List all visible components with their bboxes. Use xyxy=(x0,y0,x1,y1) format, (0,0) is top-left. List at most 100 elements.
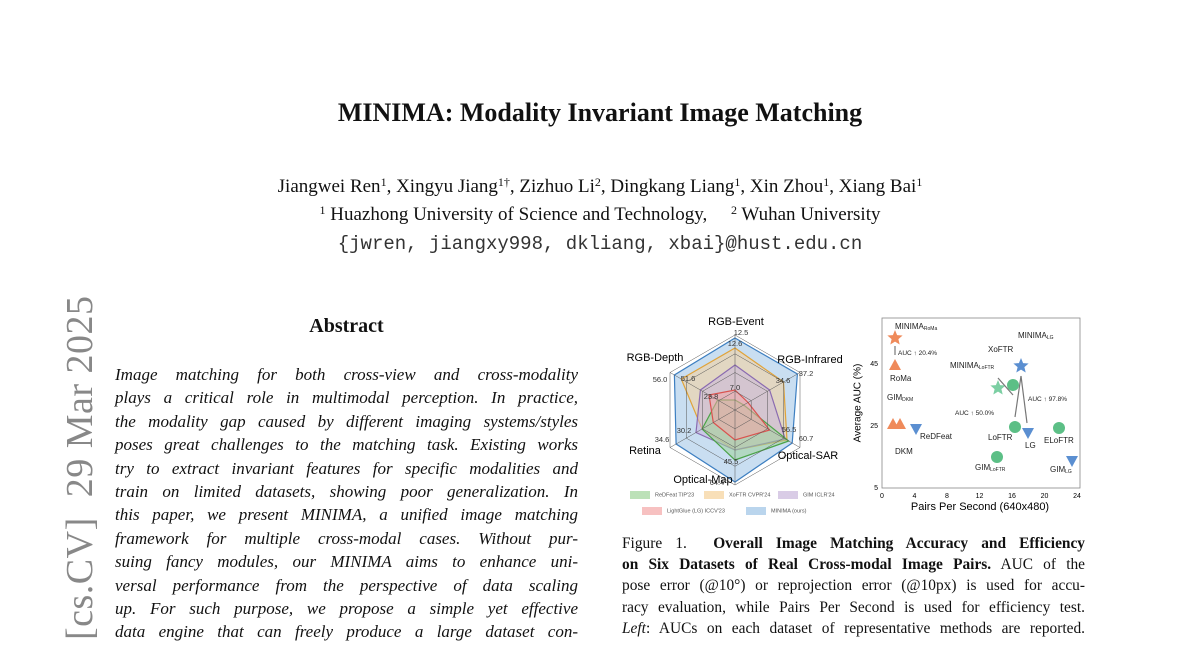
y-axis-label: Average AUC (%) xyxy=(853,364,864,443)
radar-spoke xyxy=(734,409,801,448)
author-name: Zizhuo Li xyxy=(519,176,595,197)
point-label-text: ELoFTR xyxy=(1044,436,1074,445)
point-label-text: ReDFeat xyxy=(920,432,953,441)
marker-triangle xyxy=(889,359,901,370)
abstract-line: the modality gap caused by different ima… xyxy=(115,411,578,431)
abstract-line: try to extract invariant features for sp… xyxy=(115,458,578,478)
separator: , xyxy=(740,176,746,197)
radar-axis-label: RGB-Depth xyxy=(627,352,684,364)
caption-line: pose error (@10°) or reprojection error … xyxy=(622,577,1085,595)
marker-circle xyxy=(991,451,1003,463)
caption-text: pose error (@10°) or reprojection error … xyxy=(622,577,1085,595)
radar-axis-label: Retina xyxy=(629,445,662,457)
x-tick-label: 8 xyxy=(945,493,949,500)
point-label-text: GIM xyxy=(975,463,990,472)
radar-value: 51.6 xyxy=(681,374,696,383)
point-label-text: XoFTR xyxy=(988,345,1014,354)
author-mark: 1 xyxy=(734,175,741,189)
radar-value: 7.0 xyxy=(730,383,740,392)
caption-text: Left xyxy=(622,619,646,637)
abstract-line: versal performance from the perspective … xyxy=(115,575,578,595)
author-name: Dingkang Liang xyxy=(610,176,735,197)
radar-value: 56.5 xyxy=(782,425,797,434)
legend-swatch xyxy=(778,491,798,499)
point-label: RoMa xyxy=(890,374,912,383)
author-name: Xin Zhou xyxy=(749,176,824,197)
x-axis-label: Pairs Per Second (640x480) xyxy=(911,501,1049,513)
x-tick-label: 16 xyxy=(1008,493,1016,500)
point-label-text: AUC ↑ 97.8% xyxy=(1028,396,1067,403)
author-mark: 1 xyxy=(380,175,387,189)
point-label: LG xyxy=(1025,441,1036,450)
y-tick-label: 25 xyxy=(870,423,878,430)
x-tick-label: 0 xyxy=(880,493,884,500)
point-label: GIMLG xyxy=(1050,465,1072,475)
point-label-text: MINIMA xyxy=(950,361,980,370)
abstract-line: plays a critical role in multimodal perc… xyxy=(115,388,578,408)
point-label-text: AUC ↑ 20.4% xyxy=(898,350,937,357)
marker-triangle xyxy=(910,424,922,435)
point-label: XoFTR xyxy=(988,345,1014,354)
point-label-text: LG xyxy=(1025,441,1036,450)
author-mark: 2 xyxy=(594,175,601,189)
affiliation-name: Wuhan University xyxy=(741,204,881,225)
radar-axis-label: Optical-SAR xyxy=(778,450,839,462)
point-label: LoFTR xyxy=(988,433,1013,442)
caption-text: racy evaluation, while Pairs Per Second … xyxy=(622,598,1085,616)
affiliation-mark: 2 xyxy=(731,203,737,217)
point-label: MINIMALoFTR xyxy=(950,361,995,371)
abstract-line: up. For such purpose, we propose a simpl… xyxy=(115,599,578,618)
author-name: Xingyu Jiang xyxy=(396,176,498,197)
caption-text: on Six Datasets of Real Cross-modal Imag… xyxy=(622,556,992,574)
abstract-heading: Abstract xyxy=(309,315,384,337)
radar-value: 56.0 xyxy=(653,375,668,384)
caption-line: racy evaluation, while Pairs Per Second … xyxy=(622,599,1085,617)
abstract-line: this paper, we present MINIMA, a unified… xyxy=(115,505,578,525)
legend-label: GIM ICLR'24 xyxy=(803,492,835,498)
point-label: MINIMARoMa xyxy=(895,322,937,332)
legend-label: XoFTR CVPR'24 xyxy=(729,492,770,498)
radar-value: 37.2 xyxy=(799,369,814,378)
email: {jwren, jiangxy998, dkliang, xbai}@hust.… xyxy=(337,233,863,255)
paper-title: MINIMA: Modality Invariant Image Matchin… xyxy=(337,98,863,127)
point-label: AUC ↑ 97.8% xyxy=(1028,396,1067,403)
radar-axis-label: RGB-Infrared xyxy=(777,354,842,366)
legend-swatch xyxy=(704,491,724,499)
abstract-line: poses great challenges to the matching t… xyxy=(115,435,578,455)
radar-axis-label: RGB-Event xyxy=(708,316,764,328)
figure: RGB-Event RGB-Infrared Optical-SAR Optical-… xyxy=(627,316,1081,515)
author-name: Xiang Bai xyxy=(838,176,917,197)
affiliation-name: Huazhong University of Science and Techn… xyxy=(330,204,708,225)
point-label: ReDFeat xyxy=(920,432,953,441)
legend-swatch xyxy=(630,491,650,499)
radar-value: 34.6 xyxy=(776,376,791,385)
radar-value: 12.5 xyxy=(734,328,749,337)
point-label: GIMLoFTR xyxy=(975,463,1006,473)
marker-circle xyxy=(1009,421,1021,433)
separator: , xyxy=(829,176,834,197)
marker-triangle xyxy=(1066,456,1078,467)
point-label: GIMDKM xyxy=(887,393,913,403)
point-label-text: GIM xyxy=(887,393,902,402)
caption-text: AUC of the xyxy=(991,556,1086,574)
marker-star xyxy=(887,330,903,345)
abstract-line: data engine that can freely produce a la… xyxy=(115,622,578,642)
point-label-sub: LoFTR xyxy=(979,365,995,371)
radar-value: 23.8 xyxy=(704,392,719,401)
radar-value: 12.6 xyxy=(728,339,743,348)
point-label-sub: RoMa xyxy=(924,326,938,332)
marker-circle xyxy=(1007,379,1019,391)
legend-swatch xyxy=(746,507,766,515)
point-label-sub: LG xyxy=(1065,469,1072,475)
marker-star xyxy=(990,380,1006,395)
affiliations: 1 Huazhong University of Science and Tec… xyxy=(0,204,1200,226)
radar-value: 60.7 xyxy=(799,434,814,443)
author-mark: 1 xyxy=(916,175,923,189)
caption-line: Figure 1. Overall Image Matching Accurac… xyxy=(622,535,1085,553)
plot-frame xyxy=(881,317,1081,489)
x-tick-label: 4 xyxy=(913,493,917,500)
marker-circle xyxy=(1053,422,1065,434)
abstract-line: train on limited datasets, showing poor … xyxy=(115,482,578,501)
point-label-sub: LoFTR xyxy=(990,467,1006,473)
